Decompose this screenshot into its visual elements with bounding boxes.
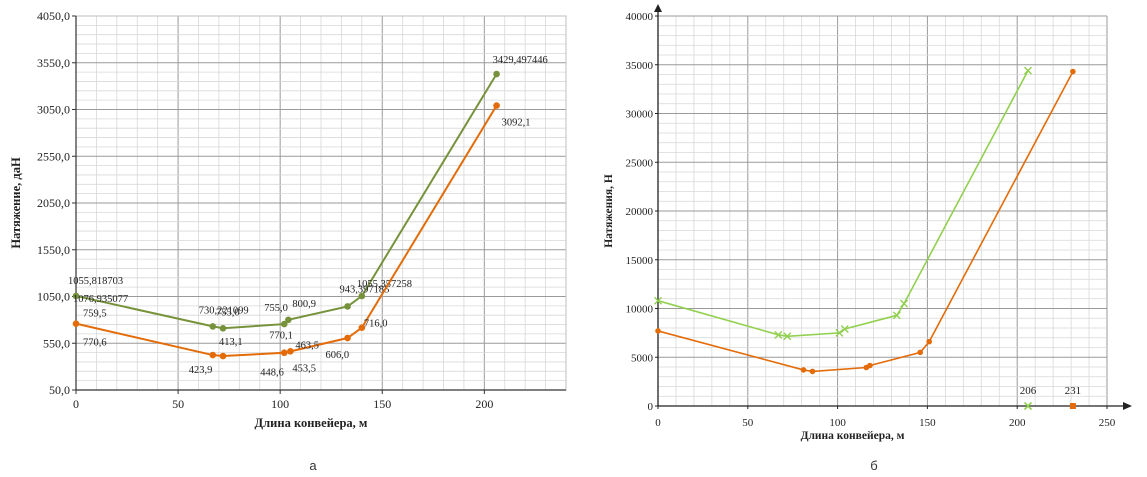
chart-b: 0 50 100 150 200 250 0 5000 10000 15000 20000 25000… xyxy=(603,4,1132,442)
series-point-0 xyxy=(900,299,909,308)
series-point-1 xyxy=(655,328,661,334)
series-point-0 xyxy=(892,311,901,320)
y-tick-label: 4050,0 xyxy=(37,9,70,23)
x-tick-label: 200 xyxy=(1009,417,1026,429)
y-tick-label: 35000 xyxy=(626,60,654,72)
x-tick-label: 150 xyxy=(373,397,391,411)
x-axis-title: Длина конвейера, м xyxy=(255,416,368,430)
data-label: 606,0 xyxy=(326,350,350,361)
y-tick-label: 5000 xyxy=(631,352,654,364)
data-label: 3092,1 xyxy=(502,118,531,129)
data-label: 770,6 xyxy=(83,338,107,349)
y-axis-title: Натяжение, даН xyxy=(9,157,23,249)
series-point-1 xyxy=(493,102,500,109)
x-tick-label: 150 xyxy=(919,417,936,429)
axis-marker xyxy=(1069,403,1076,409)
data-label: 413,1 xyxy=(219,337,243,348)
series-point-0 xyxy=(280,320,288,328)
series-point-1 xyxy=(344,334,351,342)
series-point-1 xyxy=(358,324,366,332)
data-label: 800,9 xyxy=(292,299,316,310)
series-point-0 xyxy=(72,292,80,300)
series-point-0 xyxy=(219,324,227,332)
series-point-0 xyxy=(840,324,849,333)
y-tick-label: 15000 xyxy=(626,255,654,267)
series-point-1 xyxy=(280,349,288,357)
series-point-1 xyxy=(72,320,80,327)
series-point-1 xyxy=(926,338,932,345)
series-line-0 xyxy=(657,70,1029,338)
y-tick-label: 1050,0 xyxy=(37,290,70,304)
data-label: 943,397185 xyxy=(340,284,390,295)
series-point-0 xyxy=(209,323,217,330)
x-tick-label: 50 xyxy=(172,397,184,411)
data-label: 755,0 xyxy=(264,303,288,314)
data-label: 730,221099 xyxy=(199,305,249,316)
y-tick-label: 40000 xyxy=(626,11,654,23)
series-point-0 xyxy=(344,303,351,310)
y-tick-label: 20000 xyxy=(626,206,654,218)
y-tick-label: 3050,0 xyxy=(37,103,70,117)
y-tick-label: 2550,0 xyxy=(37,149,70,163)
series-point-0 xyxy=(493,70,500,78)
caption-b: б xyxy=(870,458,877,473)
x-tick-label: 0 xyxy=(655,417,661,429)
data-label: 1055,818703 xyxy=(68,276,123,287)
y-tick-label: 30000 xyxy=(626,109,654,121)
series-point-1 xyxy=(209,351,217,359)
y-axis-title: Натяжения, Н xyxy=(603,174,615,248)
series-point-1 xyxy=(867,362,873,369)
data-label: 3429,497446 xyxy=(493,55,548,66)
x-tick-label: 100 xyxy=(271,397,289,411)
data-label: 423,9 xyxy=(189,365,213,376)
series-point-0 xyxy=(1023,66,1032,75)
x-tick-label: 200 xyxy=(475,397,493,411)
y-tick-label: 50,0 xyxy=(49,383,70,397)
series-point-1 xyxy=(1070,68,1076,75)
series-point-1 xyxy=(809,368,816,375)
series-line-0 xyxy=(75,73,498,330)
data-label: 755,0 xyxy=(216,307,240,318)
y-tick-label: 550,0 xyxy=(43,336,70,350)
y-axis-arrow xyxy=(654,4,662,12)
x-axis-arrow xyxy=(1123,402,1132,410)
data-label: 463,5 xyxy=(295,340,319,351)
x-tick-label: 50 xyxy=(742,417,754,429)
series-point-1 xyxy=(287,348,294,355)
series-point-0 xyxy=(285,316,292,324)
y-tick-label: 0 xyxy=(648,401,654,413)
axis-marker xyxy=(1023,401,1033,411)
x-axis-title: Длина конвейера, м xyxy=(801,430,905,442)
x-tick-label: 250 xyxy=(1099,417,1116,429)
series-point-0 xyxy=(774,330,783,339)
series-line-1 xyxy=(657,71,1074,373)
series-point-1 xyxy=(800,367,807,373)
data-label: 770,1 xyxy=(269,331,293,342)
data-label: 759,5 xyxy=(83,309,107,320)
series-point-1 xyxy=(917,349,924,356)
axis-marker-label: 206 xyxy=(1020,385,1037,397)
data-label: 1076,935077 xyxy=(73,294,128,305)
y-tick-label: 1550,0 xyxy=(37,243,70,257)
y-tick-label: 3550,0 xyxy=(37,56,70,70)
chart-a: 0 50 100 150 200 50,0 550,0 1050,0 1550,0 2050,0 2… xyxy=(9,9,567,430)
y-tick-label: 25000 xyxy=(626,157,654,169)
series-point-0 xyxy=(835,328,844,337)
caption-a: а xyxy=(309,458,317,473)
series-point-0 xyxy=(783,332,792,341)
y-tick-label: 2050,0 xyxy=(37,196,70,210)
x-tick-label: 0 xyxy=(73,397,79,411)
data-label: 1055,357258 xyxy=(357,279,412,290)
series-point-0 xyxy=(358,292,366,300)
data-label: 448,6 xyxy=(260,368,284,379)
series-point-0 xyxy=(654,296,662,305)
data-label: 716,0 xyxy=(364,319,388,330)
y-tick-label: 10000 xyxy=(626,304,654,316)
series-point-1 xyxy=(219,352,227,360)
x-tick-label: 100 xyxy=(829,417,846,429)
data-label: 453,5 xyxy=(292,363,316,374)
axis-marker-label: 231 xyxy=(1065,385,1082,397)
